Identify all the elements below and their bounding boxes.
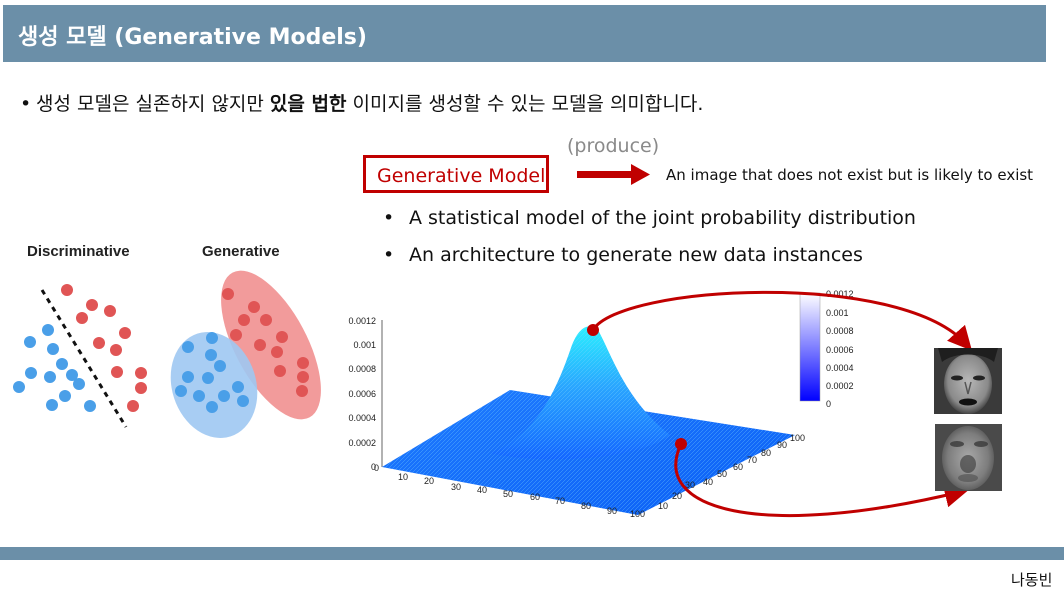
bullet-text-bold: 있을 법한	[269, 93, 347, 115]
svg-text:40: 40	[477, 485, 487, 495]
x-tick-labels: 0 10 20 30 40 50 60 70 80 90 100	[374, 463, 645, 519]
svg-text:30: 30	[685, 480, 695, 490]
generated-face-image-1	[934, 348, 1002, 414]
generated-face-image-2	[935, 424, 1002, 491]
discriminative-scatter	[13, 284, 147, 428]
generative-model-box: Generative Model	[363, 155, 549, 193]
generative-model-label: Generative Model	[377, 165, 546, 187]
decision-boundary	[40, 289, 128, 428]
generative-clusters	[170, 270, 321, 438]
svg-text:40: 40	[703, 477, 713, 487]
author-name: 나동빈	[1011, 571, 1053, 589]
red-class-points	[61, 284, 147, 412]
svg-text:20: 20	[424, 476, 434, 486]
bullet-marker: •	[20, 93, 32, 115]
footer-bar	[0, 547, 1064, 560]
svg-text:0: 0	[374, 463, 379, 473]
svg-text:0: 0	[826, 399, 831, 409]
colorbar: 0.0012 0.001 0.0008 0.0006 0.0004 0.0002…	[799, 289, 854, 409]
svg-text:0.0002: 0.0002	[348, 438, 376, 448]
sub-bullet-text: An architecture to generate new data ins…	[409, 244, 863, 266]
red-class-ellipse	[221, 270, 321, 420]
sub-bullet-text: A statistical model of the joint probabi…	[409, 207, 916, 229]
bullet-marker: •	[383, 244, 395, 266]
svg-text:0.001: 0.001	[826, 308, 849, 318]
svg-text:0.0002: 0.0002	[826, 381, 854, 391]
svg-text:0.0008: 0.0008	[348, 364, 376, 374]
discriminative-label: Discriminative	[27, 243, 130, 260]
svg-text:10: 10	[398, 472, 408, 482]
gaussian-3d-plot: 0.0012 0.001 0.0008 0.0006 0.0004 0.0002…	[348, 316, 805, 519]
y-tick-labels: 10 20 30 40 50 60 70 80 90 100	[658, 433, 805, 511]
bullet-text-after: 이미지를 생성할 수 있는 모델을 의미합니다.	[346, 93, 704, 115]
svg-text:0.0004: 0.0004	[348, 413, 376, 423]
svg-text:0: 0	[371, 462, 376, 472]
svg-text:70: 70	[555, 496, 565, 506]
svg-text:30: 30	[451, 482, 461, 492]
svg-text:10: 10	[658, 501, 668, 511]
sample-point-high	[587, 324, 599, 336]
image-description: An image that does not exist but is like…	[666, 166, 1034, 184]
svg-text:100: 100	[630, 509, 645, 519]
sub-bullet-2: • An architecture to generate new data in…	[383, 244, 863, 266]
svg-text:0.0012: 0.0012	[826, 289, 854, 299]
svg-text:50: 50	[717, 469, 727, 479]
sub-bullet-1: • A statistical model of the joint probab…	[383, 207, 916, 229]
main-bullet: • 생성 모델은 실존하지 않지만 있을 법한 이미지를 생성할 수 있는 모델을…	[20, 89, 703, 116]
bullet-marker: •	[383, 207, 395, 229]
red-class-points	[222, 288, 309, 397]
svg-text:70: 70	[747, 455, 757, 465]
generative-label: Generative	[202, 243, 280, 260]
svg-text:0.001: 0.001	[353, 340, 376, 350]
page-title: 생성 모델 (Generative Models)	[18, 25, 367, 50]
svg-text:80: 80	[581, 501, 591, 511]
blue-class-ellipse	[170, 332, 258, 438]
title-bar: 생성 모델 (Generative Models)	[3, 5, 1046, 62]
svg-text:60: 60	[530, 492, 540, 502]
svg-text:0.0008: 0.0008	[826, 326, 854, 336]
produce-label: (produce)	[567, 135, 660, 157]
svg-text:0.0006: 0.0006	[826, 345, 854, 355]
svg-text:90: 90	[777, 440, 787, 450]
svg-text:20: 20	[672, 491, 682, 501]
svg-text:80: 80	[761, 448, 771, 458]
svg-text:0.0004: 0.0004	[826, 363, 854, 373]
z-tick-labels: 0.0012 0.001 0.0008 0.0006 0.0004 0.0002…	[348, 316, 376, 472]
sample-point-low	[675, 438, 687, 450]
svg-text:90: 90	[607, 506, 617, 516]
blue-class-points	[13, 324, 96, 412]
svg-text:0.0006: 0.0006	[348, 389, 376, 399]
svg-text:60: 60	[733, 462, 743, 472]
svg-text:50: 50	[503, 489, 513, 499]
blue-class-points	[175, 332, 249, 413]
arrow-to-face-1	[591, 290, 973, 351]
svg-text:0.0012: 0.0012	[348, 316, 376, 326]
arrow-to-face-2	[674, 443, 969, 518]
produce-arrow-icon	[577, 164, 650, 185]
colorbar-tick-labels: 0.0012 0.001 0.0008 0.0006 0.0004 0.0002…	[826, 289, 854, 409]
svg-text:100: 100	[790, 433, 805, 443]
bullet-text-before: 생성 모델은 실존하지 않지만	[36, 93, 270, 115]
